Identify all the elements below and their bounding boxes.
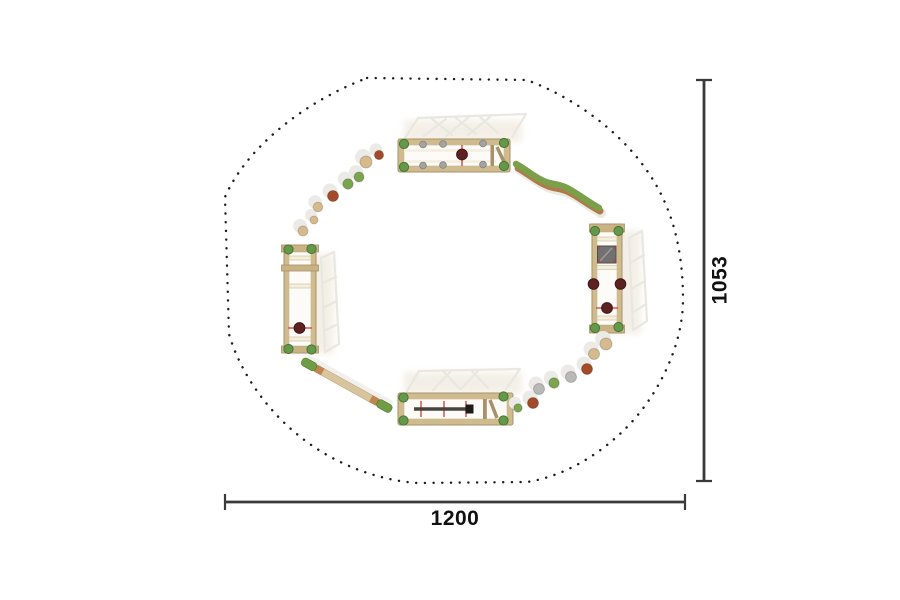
stepping-stone-grey — [565, 371, 577, 383]
height-dimension: 1053 — [696, 78, 732, 483]
stepping-stone-green — [353, 171, 365, 183]
frame-elevation-ghost — [627, 229, 649, 332]
beam-end-cap — [300, 357, 318, 372]
stepping-stone-red — [373, 149, 385, 161]
stepping-stone-red — [581, 363, 593, 375]
equipment-net-climber-top — [397, 112, 528, 173]
equipment-wavy-balance-beam — [512, 160, 606, 218]
stepping-stone-red — [527, 397, 539, 409]
equipment-ladder-frame-left — [281, 243, 341, 355]
rung — [288, 255, 312, 261]
frame-elevation-ghost — [405, 367, 522, 393]
frame-elevation-ghost — [403, 112, 528, 140]
corner-posts — [589, 225, 624, 334]
frame-interior — [403, 144, 505, 167]
side-grip-left — [587, 278, 600, 290]
corner-posts — [398, 137, 510, 173]
climbing-ball — [293, 322, 306, 334]
rung — [596, 236, 618, 242]
stepping-stone-tan — [309, 215, 319, 225]
rung — [596, 315, 618, 321]
height-dimension-ticks — [696, 78, 712, 483]
frame-elevation-ghost — [319, 250, 341, 354]
stepping-stone-green — [513, 403, 523, 413]
rung — [288, 336, 312, 342]
frame-soft-shadow — [404, 120, 522, 142]
stepping-stone-tan — [599, 337, 613, 351]
stepping-stones-arc-bottom-right — [508, 331, 613, 413]
panel-bolts — [597, 246, 616, 263]
climbing-ball — [601, 302, 613, 314]
net-rails — [404, 149, 496, 163]
beam-body — [320, 368, 374, 403]
height-dimension-label: 1053 — [709, 256, 732, 305]
stepping-stone-tan — [312, 201, 324, 213]
end-ramp — [488, 399, 499, 419]
frame-soft-shadow — [404, 372, 522, 394]
wide-rung — [281, 264, 319, 272]
stepping-stone-tan — [359, 155, 373, 169]
width-dimension-label: 1200 — [431, 507, 480, 530]
end-divider — [483, 399, 487, 419]
stepping-stone-green — [342, 178, 354, 190]
track-slider-handle — [465, 404, 474, 414]
post-tops — [419, 139, 487, 170]
stepping-stone-tan — [588, 348, 600, 360]
wavy-beam-top — [512, 160, 603, 212]
width-dimension: 1200 — [223, 494, 687, 530]
stepping-stone-grey — [533, 383, 545, 395]
safety-area-boundary — [223, 76, 685, 485]
frame-interior — [288, 251, 312, 347]
corner-posts — [398, 391, 509, 426]
stepping-stone-tan — [297, 225, 309, 237]
panel-highlight — [599, 247, 613, 262]
corner-posts — [283, 243, 317, 355]
rung — [596, 265, 618, 270]
stepping-stone-green — [548, 377, 560, 389]
end-divider — [490, 145, 494, 166]
equipment-climbing-frame-right — [587, 223, 649, 334]
equipment-straight-balance-beam — [300, 355, 393, 413]
stepping-stones-arc-top-left — [293, 143, 385, 237]
climbing-ball — [456, 148, 468, 161]
side-grip-right — [614, 278, 627, 290]
rung — [288, 283, 312, 289]
width-dimension-ticks — [223, 494, 687, 510]
equipment-track-rider-bottom — [397, 367, 522, 426]
beam-end-cap — [376, 399, 393, 413]
beam-highlight — [307, 355, 393, 406]
stepping-stone-red — [327, 190, 339, 202]
